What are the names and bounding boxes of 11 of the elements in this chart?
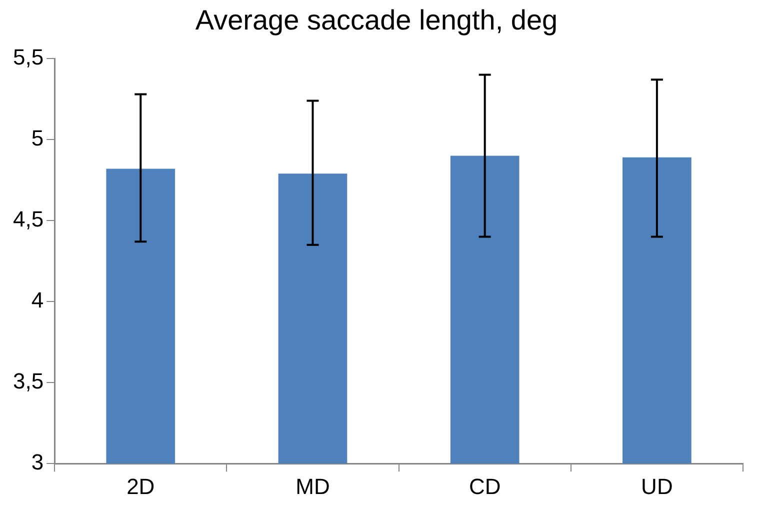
y-tick-label: 5 [31, 126, 44, 151]
y-tick-label: 3 [31, 450, 44, 475]
x-tick-label: CD [468, 474, 501, 499]
y-tick-label: 4 [31, 288, 44, 313]
x-tick-label: UD [641, 474, 673, 499]
y-tick-label: 3,5 [12, 368, 44, 394]
x-tick-label: 2D [126, 474, 155, 499]
y-tick-label: 4,5 [12, 206, 44, 232]
chart-title: Average saccade length, deg [195, 4, 558, 36]
y-tick-label: 5,5 [12, 44, 44, 70]
x-tick-label: MD [296, 474, 330, 499]
